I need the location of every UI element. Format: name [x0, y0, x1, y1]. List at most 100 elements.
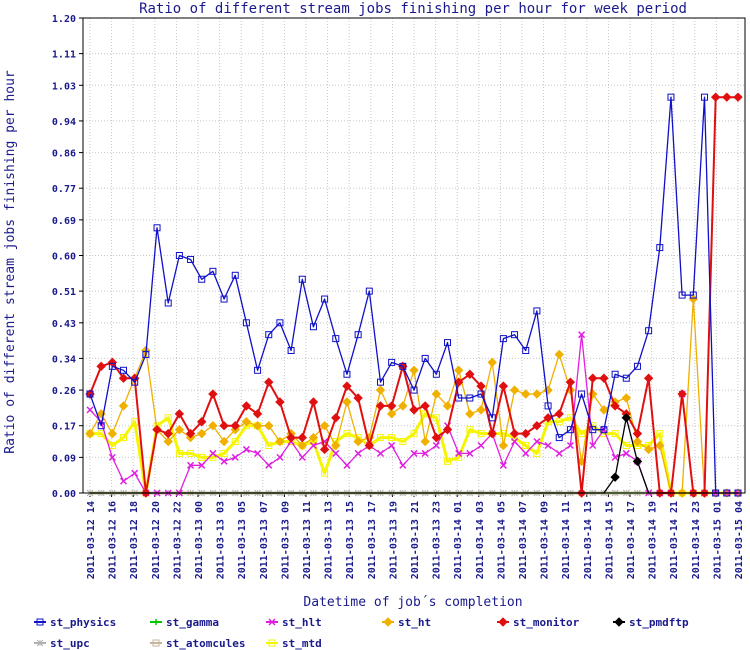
data-point — [453, 377, 464, 387]
legend-label: st_upc — [50, 637, 90, 650]
data-point — [532, 389, 542, 399]
data-point — [399, 438, 407, 446]
data-point — [163, 436, 173, 447]
data-point — [465, 409, 475, 419]
data-point — [108, 362, 116, 370]
data-point — [131, 418, 139, 426]
data-point — [544, 402, 552, 410]
data-point — [386, 409, 397, 419]
data-point — [453, 365, 464, 375]
data-point — [231, 438, 239, 446]
y-tick-label: 1.03 — [52, 81, 76, 92]
data-point — [241, 401, 252, 411]
data-point — [375, 401, 386, 411]
data-point — [498, 381, 509, 391]
x-tick-label: 2011-03-13 00 — [194, 501, 205, 579]
data-point — [632, 428, 643, 439]
data-point — [120, 434, 128, 442]
y-tick-label: 0.00 — [52, 489, 76, 500]
data-point — [399, 461, 407, 469]
data-point — [153, 224, 161, 232]
data-point — [342, 397, 352, 407]
data-point — [208, 389, 218, 399]
data-point — [198, 461, 206, 469]
data-point — [383, 617, 393, 627]
data-point — [476, 381, 486, 391]
data-point — [444, 339, 452, 347]
data-point — [108, 442, 116, 449]
data-point — [388, 434, 396, 442]
x-tick-label: 2011-03-14 05 — [496, 501, 507, 579]
data-point — [36, 618, 44, 626]
data-point — [36, 639, 44, 647]
x-tick-label: 2011-03-14 17 — [626, 501, 637, 579]
data-point — [174, 424, 185, 435]
data-point — [231, 453, 239, 461]
data-point — [689, 291, 697, 299]
data-point — [331, 440, 341, 451]
series-line — [89, 96, 738, 494]
x-tick-label: 2011-03-13 17 — [367, 501, 378, 579]
data-point — [399, 362, 407, 370]
data-point — [152, 639, 160, 647]
data-point — [308, 397, 319, 407]
data-point — [321, 295, 329, 303]
data-point — [521, 389, 531, 399]
data-point — [187, 449, 195, 457]
data-point — [455, 449, 463, 457]
data-point — [498, 440, 509, 451]
data-point — [488, 414, 496, 422]
legend-item-st-ht: st_ht — [382, 616, 431, 629]
data-point — [622, 374, 630, 382]
data-point — [353, 393, 363, 403]
data-point — [621, 413, 631, 423]
data-point — [555, 434, 563, 442]
x-ticks: 2011-03-12 14 2011-03-12 16 2011-03-12 18 2… — [86, 493, 745, 579]
data-point — [107, 428, 118, 439]
data-point — [511, 331, 519, 339]
data-point — [365, 287, 373, 295]
data-point — [119, 477, 128, 485]
x-tick-label: 2011-03-13 03 — [216, 501, 227, 579]
legend-item-st-mtd: st_mtd — [266, 637, 322, 650]
data-point — [198, 275, 206, 283]
data-point — [431, 432, 442, 443]
data-point — [197, 417, 207, 427]
data-point — [254, 449, 262, 457]
data-point — [175, 252, 183, 259]
data-point — [477, 430, 485, 438]
data-point — [142, 350, 150, 358]
data-point — [477, 441, 485, 450]
data-point — [522, 449, 530, 457]
data-point — [533, 307, 541, 315]
x-tick-label: 2011-03-14 13 — [583, 501, 594, 579]
data-point — [264, 377, 274, 387]
data-point — [118, 401, 129, 411]
data-point — [319, 444, 330, 455]
data-point — [410, 386, 418, 394]
data-point — [309, 441, 317, 450]
data-point — [432, 441, 440, 450]
data-point — [164, 299, 172, 307]
data-point — [131, 469, 139, 477]
plot-frame — [82, 17, 746, 494]
data-point — [533, 438, 541, 446]
data-point — [209, 449, 217, 457]
data-point — [96, 361, 106, 372]
data-point — [319, 421, 330, 431]
data-point — [555, 449, 563, 457]
data-point — [555, 418, 563, 426]
x-tick-label: 2011-03-14 01 — [453, 501, 464, 579]
data-point — [432, 414, 440, 422]
data-point — [308, 432, 319, 443]
data-point — [466, 394, 474, 402]
data-point — [487, 357, 497, 368]
data-point — [309, 323, 317, 331]
data-point — [643, 373, 654, 383]
data-point — [656, 430, 664, 438]
legend-item-st-pmdftp: st_pmdftp — [613, 616, 689, 629]
data-point — [375, 385, 386, 395]
data-point — [632, 456, 643, 467]
data-point — [498, 617, 508, 627]
